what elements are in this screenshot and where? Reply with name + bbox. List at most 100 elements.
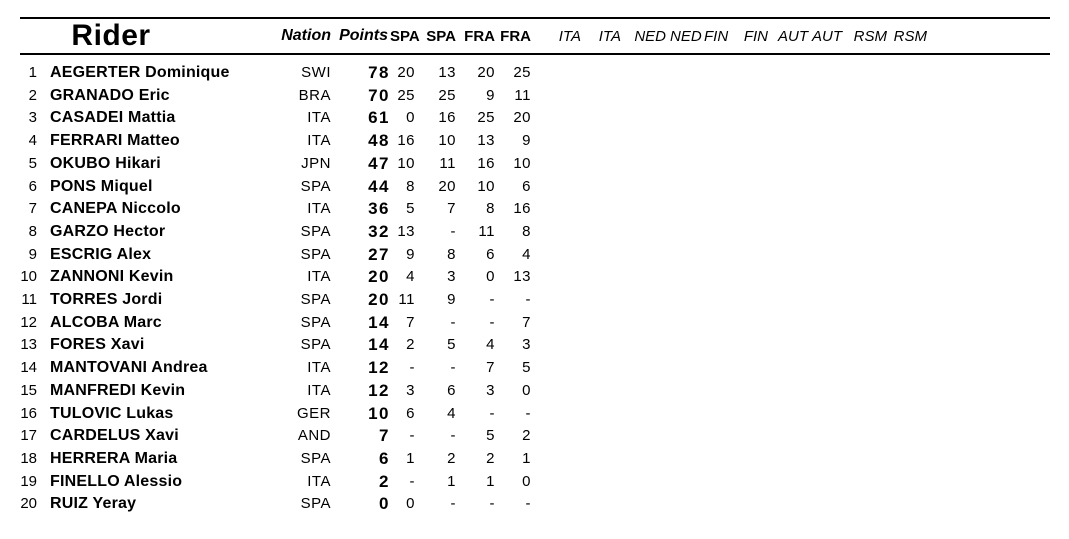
- table-row: 16 TULOVIC Lukas GER 10 6 4 - -: [20, 403, 1050, 426]
- race-result-cell: 1: [447, 472, 456, 490]
- rider-name-cell: ZANNONI Kevin: [50, 268, 174, 286]
- nation-cell: SPA: [300, 336, 331, 354]
- rank-cell: 7: [28, 200, 37, 218]
- nation-cell: SWI: [301, 64, 331, 81]
- rank-cell: 20: [20, 495, 37, 513]
- nation-cell: SPA: [300, 245, 331, 263]
- race-result-cell: 1: [406, 449, 415, 467]
- race-result-cell: -: [450, 359, 456, 377]
- nation-cell: ITA: [307, 381, 331, 399]
- empty-future-results-cell: [533, 153, 1050, 176]
- race-result-cell: -: [409, 359, 415, 377]
- nation-cell: SPA: [300, 291, 331, 309]
- rider-name-cell: CANEPA Niccolo: [50, 200, 181, 218]
- points-cell: 10: [368, 403, 390, 423]
- race-header-fin-2: FIN: [732, 17, 772, 55]
- nation-cell: JPN: [301, 154, 331, 172]
- race-result-cell: 3: [406, 381, 415, 399]
- empty-future-results-cell: [533, 244, 1050, 267]
- rider-name-cell: GARZO Hector: [50, 222, 166, 240]
- race-result-cell: -: [489, 495, 495, 513]
- race-result-cell: 13: [513, 268, 531, 286]
- table-row: 9 ESCRIG Alex SPA 27 9 8 6 4: [20, 244, 1050, 267]
- nation-cell: ITA: [307, 359, 331, 377]
- race-result-cell: 9: [486, 86, 495, 104]
- rank-cell: 19: [20, 472, 37, 490]
- nation-column-header: Nation: [280, 17, 333, 55]
- rank-cell: 5: [28, 154, 37, 172]
- table-row: 18 HERRERA Maria SPA 6 1 2 2 1: [20, 448, 1050, 471]
- rider-name-cell: MANFREDI Kevin: [50, 381, 186, 399]
- race-result-cell: 7: [447, 200, 456, 218]
- race-result-cell: 7: [522, 313, 531, 331]
- race-result-cell: 11: [439, 154, 456, 172]
- race-result-cell: 20: [397, 64, 415, 81]
- empty-future-results-cell: [533, 312, 1050, 335]
- rider-name-cell: ALCOBA Marc: [50, 313, 162, 331]
- race-result-cell: 5: [406, 200, 415, 218]
- rider-name-cell: GRANADO Eric: [50, 86, 170, 104]
- empty-future-results-cell: [533, 221, 1050, 244]
- rank-cell: 14: [20, 359, 37, 377]
- rank-cell: 16: [20, 404, 37, 422]
- table-row: 19 FINELLO Alessio ITA 2 - 1 1 0: [20, 471, 1050, 494]
- rank-cell: 2: [28, 86, 37, 104]
- points-column-header: Points: [333, 17, 390, 55]
- rank-cell: 3: [28, 109, 37, 127]
- table-row: 8 GARZO Hector SPA 32 13 - 11 8: [20, 221, 1050, 244]
- race-result-cell: 13: [477, 132, 495, 150]
- rank-cell: 13: [20, 336, 37, 354]
- race-header-ned-1: NED: [625, 17, 670, 55]
- race-result-cell: 2: [486, 449, 495, 467]
- race-result-cell: 25: [513, 64, 531, 81]
- race-result-cell: 11: [398, 291, 415, 309]
- race-result-cell: 4: [406, 268, 415, 286]
- points-cell: 6: [379, 448, 390, 468]
- points-cell: 7: [379, 426, 390, 446]
- race-result-cell: 16: [477, 154, 495, 172]
- race-result-cell: 7: [406, 313, 415, 331]
- race-header-rsm-2: RSM: [891, 17, 931, 55]
- table-row: 3 CASADEI Mattia ITA 61 0 16 25 20: [20, 107, 1050, 130]
- race-result-cell: 5: [486, 427, 495, 445]
- race-result-cell: 0: [522, 472, 531, 490]
- points-cell: 78: [368, 63, 390, 82]
- nation-cell: ITA: [307, 109, 331, 127]
- race-result-cell: 6: [522, 177, 531, 195]
- table-row: 2 GRANADO Eric BRA 70 25 25 9 11: [20, 85, 1050, 108]
- race-result-cell: 16: [397, 132, 415, 150]
- table-row: 20 RUIZ Yeray SPA 0 0 - - -: [20, 493, 1050, 516]
- race-result-cell: 11: [514, 86, 531, 104]
- race-result-cell: 25: [477, 109, 495, 127]
- points-cell: 44: [368, 176, 390, 196]
- empty-future-results-cell: [533, 380, 1050, 403]
- empty-future-results-cell: [533, 493, 1050, 516]
- race-result-cell: 1: [486, 472, 495, 490]
- nation-cell: ITA: [307, 132, 331, 150]
- header-filler: [931, 17, 1050, 55]
- table-row: 13 FORES Xavi SPA 14 2 5 4 3: [20, 334, 1050, 357]
- table-row: 4 FERRARI Matteo ITA 48 16 10 13 9: [20, 130, 1050, 153]
- race-header-ned-2: NED: [670, 17, 704, 55]
- empty-future-results-cell: [533, 130, 1050, 153]
- points-cell: 14: [368, 312, 390, 332]
- race-header-spa-2: SPA: [417, 17, 458, 55]
- table-row: 7 CANEPA Niccolo ITA 36 5 7 8 16: [20, 198, 1050, 221]
- race-result-cell: 10: [477, 177, 495, 195]
- race-header-ita-1: ITA: [533, 17, 585, 55]
- nation-cell: SPA: [300, 495, 331, 513]
- points-cell: 70: [368, 85, 390, 105]
- race-header-fra-1: FRA: [458, 17, 497, 55]
- nation-cell: ITA: [307, 200, 331, 218]
- race-result-cell: -: [450, 313, 456, 331]
- race-header-ita-2: ITA: [585, 17, 625, 55]
- race-result-cell: -: [409, 472, 415, 490]
- race-result-cell: 9: [406, 245, 415, 263]
- race-result-cell: -: [450, 427, 456, 445]
- race-result-cell: 3: [522, 336, 531, 354]
- race-result-cell: -: [525, 495, 531, 513]
- race-result-cell: 3: [447, 268, 456, 286]
- points-cell: 0: [379, 494, 390, 514]
- race-result-cell: 2: [522, 427, 531, 445]
- empty-future-results-cell: [533, 334, 1050, 357]
